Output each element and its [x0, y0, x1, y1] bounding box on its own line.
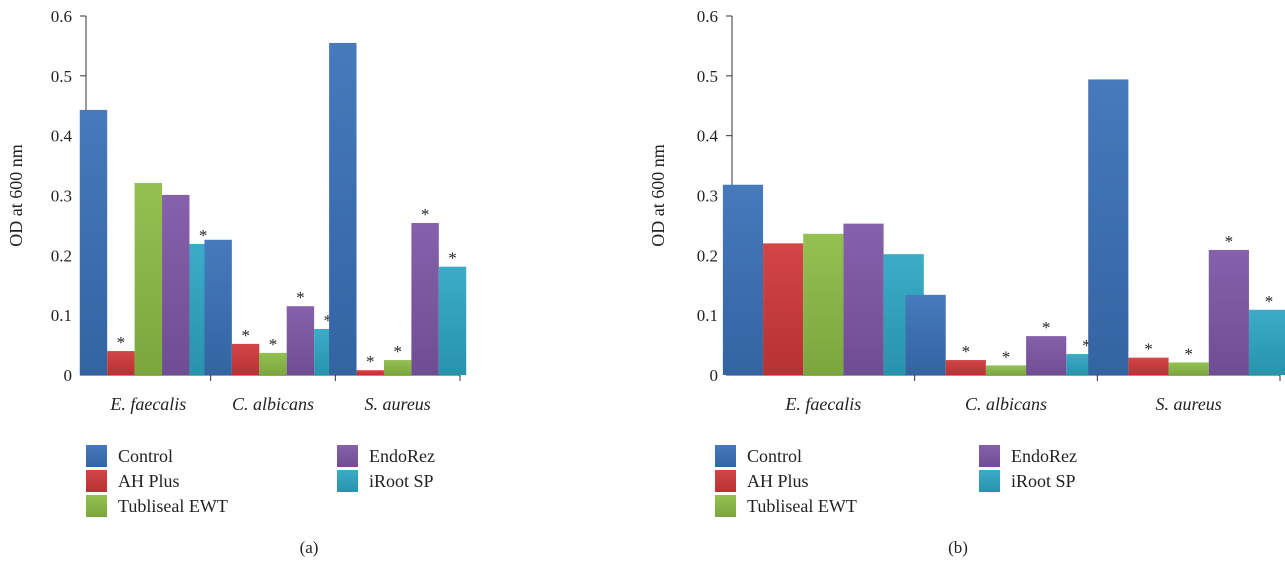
y-tick-label: 0 — [64, 366, 73, 385]
bar — [134, 182, 163, 375]
bar — [1208, 249, 1249, 375]
y-axis-label: OD at 600 nm — [6, 144, 26, 247]
legend-label: Tubliseal EWT — [118, 496, 228, 516]
bar — [259, 352, 287, 375]
y-tick-label: 0.1 — [51, 306, 72, 325]
legend-swatch — [715, 495, 736, 517]
bar — [383, 360, 412, 375]
legend-label: EndoRez — [1011, 446, 1077, 466]
category-label: S. aureus — [1155, 394, 1221, 414]
panel-label: (b) — [948, 538, 968, 557]
bar — [1128, 357, 1169, 375]
legend-label: AH Plus — [747, 471, 809, 491]
significance-marker: * — [1082, 336, 1091, 355]
legend-swatch — [86, 470, 107, 492]
category-label: C. albicans — [232, 394, 314, 414]
significance-marker: * — [241, 326, 250, 345]
significance-marker: * — [1184, 344, 1193, 363]
panel-label: (a) — [300, 538, 319, 557]
bar — [286, 306, 315, 375]
bar — [411, 223, 439, 375]
bar — [162, 194, 190, 375]
category-label: E. faecalis — [784, 394, 861, 414]
significance-marker: * — [393, 342, 402, 361]
legend-label: iRoot SP — [369, 471, 434, 491]
bar — [438, 266, 467, 375]
legend-swatch — [715, 470, 736, 492]
bar — [79, 109, 108, 376]
legend-label: Tubliseal EWT — [747, 496, 857, 516]
significance-marker: * — [421, 205, 430, 224]
significance-marker: * — [1002, 347, 1011, 366]
legend-label: Control — [118, 446, 173, 466]
y-tick-label: 0.3 — [51, 187, 72, 206]
significance-marker: * — [366, 352, 375, 371]
y-tick-label: 0.1 — [697, 306, 718, 325]
legend-swatch — [979, 445, 1000, 467]
significance-marker: * — [269, 335, 278, 354]
legend-label: EndoRez — [369, 446, 435, 466]
significance-marker: * — [1144, 340, 1153, 359]
y-tick-label: 0.3 — [697, 187, 718, 206]
significance-marker: * — [1225, 232, 1234, 251]
legend-label: AH Plus — [118, 471, 180, 491]
y-tick-label: 0.5 — [51, 67, 72, 86]
bar — [1026, 336, 1067, 375]
y-tick-label: 0.4 — [51, 127, 73, 146]
bar — [945, 360, 986, 375]
bar — [803, 233, 844, 375]
significance-marker: * — [448, 249, 457, 268]
significance-marker: * — [296, 288, 305, 307]
y-tick-label: 0.4 — [697, 127, 719, 146]
bar — [763, 243, 804, 375]
y-tick-label: 0.2 — [697, 246, 718, 265]
legend-swatch — [979, 470, 1000, 492]
bar — [1248, 309, 1285, 375]
category-label: E. faecalis — [109, 394, 186, 414]
category-label: C. albicans — [965, 394, 1047, 414]
bar — [905, 294, 946, 375]
bar — [231, 343, 260, 375]
y-tick-label: 0 — [710, 366, 719, 385]
legend-swatch — [337, 445, 358, 467]
legend-swatch — [715, 445, 736, 467]
y-tick-label: 0.6 — [51, 7, 72, 26]
bar — [107, 351, 135, 375]
bar — [1088, 79, 1129, 375]
bar — [985, 365, 1027, 375]
y-tick-label: 0.2 — [51, 246, 72, 265]
significance-marker: * — [1265, 292, 1274, 311]
y-axis-label: OD at 600 nm — [648, 144, 668, 247]
bar — [1168, 362, 1209, 375]
bar — [329, 42, 357, 376]
bar — [843, 223, 884, 375]
bar — [722, 184, 764, 375]
bar — [204, 239, 232, 375]
significance-marker: * — [117, 333, 126, 352]
legend-label: Control — [747, 446, 802, 466]
significance-marker: * — [962, 342, 971, 361]
legend-label: iRoot SP — [1011, 471, 1076, 491]
chart-panel-a: 0 0.1 0.2 0.3 0.4 0.5 0.6 OD at 600 nm E. faecal… — [6, 7, 467, 557]
y-tick-label: 0.6 — [697, 7, 718, 26]
legend-swatch — [86, 495, 107, 517]
bar — [356, 370, 384, 375]
category-label: S. aureus — [364, 394, 430, 414]
significance-marker: * — [199, 226, 208, 245]
legend-swatch — [86, 445, 107, 467]
y-tick-label: 0.5 — [697, 67, 718, 86]
legend-swatch — [337, 470, 358, 492]
significance-marker: * — [1042, 318, 1051, 337]
chart-panel-b: 0 0.1 0.2 0.3 0.4 0.5 0.6 OD at 600 nm E. faecal… — [648, 7, 1285, 557]
significance-marker: * — [324, 311, 333, 330]
